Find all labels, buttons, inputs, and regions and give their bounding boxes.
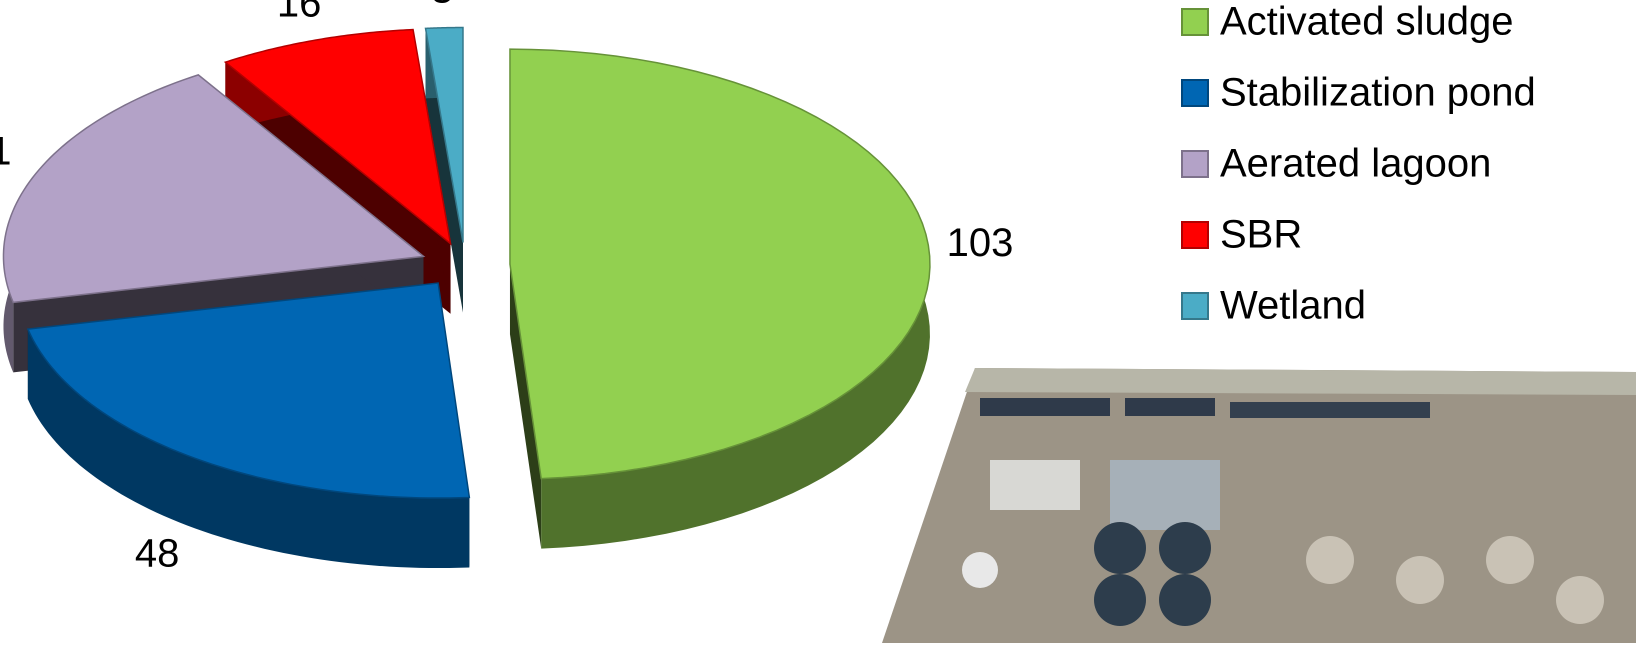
slice-top: [2, 74, 426, 304]
photo: [882, 368, 1636, 643]
slice-top: [509, 48, 931, 480]
slice: [509, 48, 931, 549]
legend-swatch: [1181, 79, 1209, 107]
slice: [424, 26, 464, 313]
legend-label: Activated sludge: [1220, 0, 1514, 44]
slice-top: [26, 282, 471, 499]
slice-top: [424, 26, 464, 243]
data-label: 103: [947, 221, 1014, 265]
data-label: 16: [277, 0, 322, 25]
slice-side: [425, 28, 463, 313]
data-label: 3: [431, 0, 453, 12]
legend-label: Wetland: [1220, 284, 1366, 328]
slice: [26, 282, 471, 569]
data-label: 41: [0, 129, 11, 173]
legend-swatch: [1181, 292, 1209, 320]
slice-wall: [27, 329, 470, 569]
pie: 3 16 41 103 48: [0, 0, 1013, 576]
data-label: 48: [135, 532, 180, 576]
legend-label: Stabilization pond: [1220, 71, 1536, 115]
legend-swatch: [1181, 150, 1209, 178]
slice-side: [509, 264, 542, 549]
legend-label: SBR: [1220, 213, 1302, 257]
slice-top: [223, 28, 452, 246]
legend-swatch: [1181, 221, 1209, 249]
legend-swatch: [1181, 8, 1209, 36]
legend: Activated sludge Stabilization pond Aerate…: [1181, 0, 1536, 328]
legend-label: Aerated lagoon: [1220, 142, 1491, 186]
